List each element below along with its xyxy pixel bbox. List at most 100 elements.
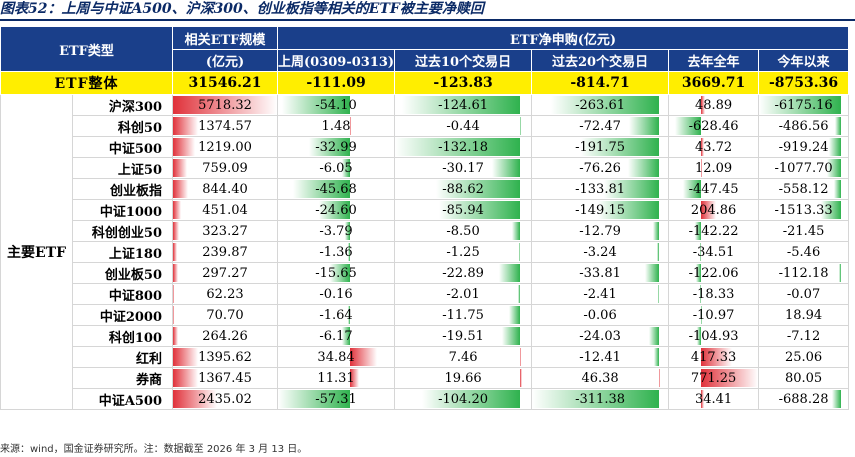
total-cell: 3669.71 xyxy=(668,71,760,95)
value-cell: 204.86 xyxy=(668,199,760,221)
value-cell: -30.17 xyxy=(394,157,533,179)
data-bar xyxy=(348,243,350,261)
value-text: -112.18 xyxy=(778,265,829,281)
data-bar xyxy=(701,159,702,177)
value-text: 1395.62 xyxy=(198,349,252,365)
value-text: -5.46 xyxy=(786,244,821,260)
value-cell: -54.10 xyxy=(276,94,396,116)
data-bar xyxy=(491,159,521,177)
value-cell: -7.12 xyxy=(758,325,850,347)
value-text: 1374.57 xyxy=(198,118,252,134)
value-text: -2.01 xyxy=(446,286,480,302)
data-bar xyxy=(342,327,350,345)
header-scale-unit: (亿元) xyxy=(172,49,278,72)
value-cell: -2.01 xyxy=(394,283,533,305)
data-bar xyxy=(701,369,758,387)
data-bar xyxy=(597,201,659,219)
value-text: 1.48 xyxy=(321,118,351,134)
total-cell: -8753.36 xyxy=(758,71,850,95)
value-text: -1.36 xyxy=(319,244,353,260)
value-cell: 1219.00 xyxy=(172,136,278,158)
data-bar xyxy=(173,201,182,219)
data-bar xyxy=(532,390,659,408)
value-text: -0.06 xyxy=(583,307,617,323)
value-text: 34.84 xyxy=(317,349,355,365)
total-cell: -123.83 xyxy=(394,71,533,95)
value-text: 19.66 xyxy=(444,370,482,386)
data-bar xyxy=(653,348,659,366)
data-bar xyxy=(402,96,521,114)
value-text: -24.60 xyxy=(315,202,357,218)
data-bar xyxy=(701,96,705,114)
table-row: 创业板指 844.40 -45.68 -88.62 -133.81 -447.45 -558… xyxy=(1,178,850,200)
value-text: -7.12 xyxy=(786,328,821,344)
total-row: ETF整体 31546.21 -111.09 -123.83 -814.71 3… xyxy=(0,71,850,95)
value-text: -0.07 xyxy=(786,286,821,302)
value-cell: -5.46 xyxy=(758,241,850,263)
value-cell: -1513.33 xyxy=(758,199,850,221)
table-row: 上证50 759.09 -6.05 -30.17 -76.26 12.09 -1077.70 xyxy=(1,157,850,179)
value-text: -19.51 xyxy=(442,328,484,344)
value-cell: 417.33 xyxy=(668,346,760,368)
value-cell: 1.48 xyxy=(276,115,396,137)
etf-name: 科创创业50 xyxy=(72,220,173,242)
data-bar xyxy=(653,222,659,240)
value-cell: 1395.62 xyxy=(172,346,278,368)
data-bar xyxy=(658,369,660,387)
value-cell: -2.41 xyxy=(531,283,670,305)
value-text: -263.61 xyxy=(575,97,625,113)
table-row: 红利 1395.62 34.84 7.46 -12.41 417.33 25.06 xyxy=(1,346,850,368)
data-bar xyxy=(436,180,521,198)
data-bar xyxy=(509,306,521,324)
value-cell: -263.61 xyxy=(531,94,670,116)
value-cell: -688.28 xyxy=(758,388,850,410)
data-bar xyxy=(278,390,350,408)
value-cell: 34.41 xyxy=(668,388,760,410)
header-col-ytd: 今年以来 xyxy=(758,49,850,72)
header-col-last-week: 上周(0309-0313) xyxy=(276,49,396,72)
data-bar xyxy=(342,159,350,177)
value-text: -311.38 xyxy=(575,391,625,407)
etf-name: 中证A500 xyxy=(72,388,173,410)
value-cell: -85.94 xyxy=(394,199,533,221)
etf-name: 上证180 xyxy=(72,241,173,263)
data-bar xyxy=(173,264,179,282)
value-text: 297.27 xyxy=(202,265,248,281)
value-text: -6.17 xyxy=(319,328,353,344)
value-cell: -18.33 xyxy=(668,283,760,305)
value-cell: -3.24 xyxy=(531,241,670,263)
data-bar xyxy=(173,138,196,156)
value-cell: -919.24 xyxy=(758,136,850,158)
header-etf-type: ETF类型 xyxy=(0,26,173,72)
source-note: 来源：wind，国金证券研究所。注：数据截至 2026 年 3 月 13 日。 xyxy=(0,444,308,455)
value-cell: 2435.02 xyxy=(172,388,278,410)
value-text: -3.79 xyxy=(319,223,353,239)
value-text: -22.89 xyxy=(442,265,484,281)
value-cell: -311.38 xyxy=(531,388,670,410)
value-cell: -628.46 xyxy=(668,115,760,137)
value-cell: -6.17 xyxy=(276,325,396,347)
data-bar xyxy=(173,117,198,135)
value-text: -18.33 xyxy=(692,286,735,302)
value-cell: 323.27 xyxy=(172,220,278,242)
value-cell: -1077.70 xyxy=(758,157,850,179)
value-cell: -486.56 xyxy=(758,115,850,137)
value-text: -104.93 xyxy=(688,328,739,344)
value-cell: -1.36 xyxy=(276,241,396,263)
data-bar xyxy=(173,306,175,324)
value-text: -34.51 xyxy=(692,244,735,260)
value-text: 43.72 xyxy=(694,139,733,155)
etf-name: 科创100 xyxy=(72,325,173,347)
data-bar xyxy=(759,96,841,114)
value-cell: -88.62 xyxy=(394,178,533,200)
value-cell: -34.51 xyxy=(668,241,760,263)
data-bar xyxy=(701,201,717,219)
value-cell: 7.46 xyxy=(394,346,533,368)
value-cell: -191.75 xyxy=(531,136,670,158)
data-bar xyxy=(657,285,659,303)
value-text: -2.41 xyxy=(583,286,617,302)
value-cell: -10.97 xyxy=(668,304,760,326)
data-bar xyxy=(695,222,702,240)
etf-name: 上证50 xyxy=(72,157,173,179)
value-text: -688.28 xyxy=(778,391,829,407)
